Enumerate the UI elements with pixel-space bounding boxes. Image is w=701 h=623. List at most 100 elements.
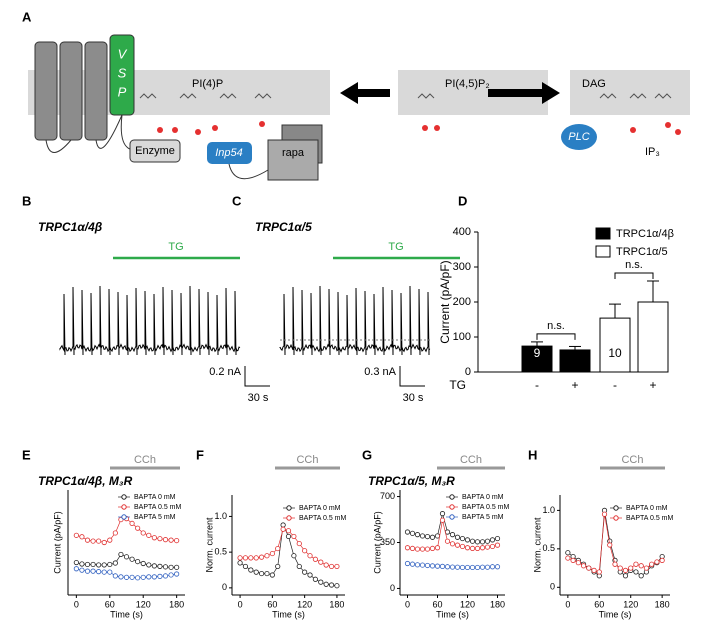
point [409,561,416,567]
panel-label: H [528,447,537,462]
point [73,566,79,572]
point [474,545,481,552]
point [135,525,141,531]
point [140,574,146,580]
point [489,564,496,570]
point [419,562,426,568]
point [318,579,324,585]
point [659,557,665,563]
membrane [570,70,690,115]
legend-label: BAPTA 0 mM [462,494,504,501]
annotation: n.s. [547,320,565,332]
point [84,561,91,568]
point [123,554,130,560]
point [129,556,135,562]
legend-label: BAPTA 5 mM [134,514,176,521]
legend-label: BAPTA 0 mM [299,505,341,512]
point [101,569,107,575]
point [459,535,466,542]
point [454,564,461,570]
point [429,534,436,540]
y-tick-label: 1.0 [214,511,227,521]
point [464,564,471,571]
point [570,557,576,563]
trace-title: TRPC1α/4β [38,220,103,234]
x-tick-label: 120 [136,599,151,609]
y-tick-label: 0 [390,583,395,593]
point [146,562,152,568]
point [449,564,456,570]
y-tick-label: 0 [550,582,555,592]
ip3-label: IP₃ [645,146,660,158]
x-tick-label: 180 [329,599,344,609]
point [90,561,96,568]
point [140,560,146,567]
point [307,553,313,559]
point [96,538,102,544]
point [101,562,107,568]
trace-title: TRPC1α/5 [255,220,312,234]
point [449,541,456,547]
point [174,537,180,544]
point [464,545,471,551]
y-tick-label: 700 [380,491,395,501]
bar [559,349,591,373]
panel-label: E [22,447,31,462]
legend-marker [613,505,619,511]
point [565,550,571,556]
point [454,542,461,548]
rapa-label: rapa [282,147,305,159]
legend-marker [286,515,292,521]
point [575,560,581,566]
scale-y: 0.3 nA [364,366,396,378]
stimulus-label: TG [388,241,403,253]
point [123,574,130,580]
y-tick-label: 1.0 [542,505,555,515]
point [162,564,169,570]
stimulus-label: CCh [460,454,482,466]
point [73,532,79,538]
point [157,536,163,542]
point [291,533,297,540]
x-tick-label: 60 [267,599,277,609]
panel-label: C [232,193,242,208]
inp54-box [207,142,252,164]
legend-marker [121,504,127,510]
scale-y: 0.2 nA [209,366,241,378]
legend-marker [449,514,455,520]
point [404,529,411,535]
point [649,561,655,567]
point [107,561,113,568]
legend-label: BAPTA 0.5 mM [626,515,673,522]
point [151,574,157,580]
y-label: Current (pA/pF) [372,511,382,574]
x-tick-label: 180 [655,599,670,609]
point [469,545,476,552]
point [494,535,501,542]
point [302,548,308,554]
point [146,574,152,580]
point [459,543,466,550]
legend-marker [613,515,619,521]
vsp-letter: S [118,65,127,80]
x-tick-label: - [613,378,617,392]
point [162,537,169,543]
membrane-label: PI(4,5)P₂ [445,78,490,90]
y-label: Norm. current [204,517,214,573]
panel-label: A [22,9,32,24]
plc-label: PLC [568,131,589,143]
legend-swatch [595,245,611,258]
point [242,563,249,570]
x-label: Time (s) [110,609,143,619]
point [439,517,446,523]
point [414,546,421,552]
legend-marker [449,494,455,500]
point [112,560,118,566]
point [419,546,426,552]
x-tick-label: + [649,378,656,392]
point [162,573,169,579]
point [323,581,329,587]
point [586,565,592,571]
point [307,572,313,578]
vsp-letter: V [118,46,128,61]
